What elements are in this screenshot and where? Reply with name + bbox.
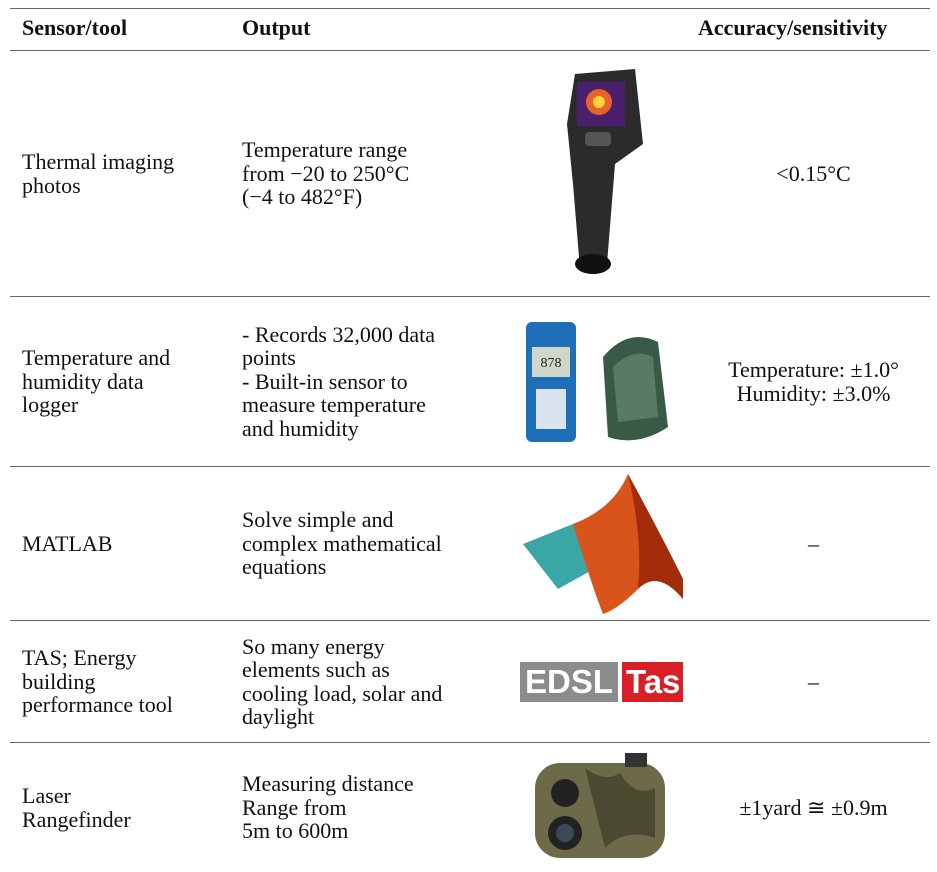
output-line: daylight (242, 704, 315, 729)
data-logger: 878 (525, 321, 668, 442)
svg-text:878: 878 (540, 356, 561, 371)
row: MATLAB Solve simple and complex mathemati… (0, 467, 937, 620)
output-line: - Built-in sensor to (242, 368, 408, 394)
tool-line: TAS; Energy (22, 645, 137, 671)
accuracy-cell: <0.15°C (690, 51, 937, 296)
tool-line: Rangefinder (22, 806, 131, 832)
output-line: Solve simple and (242, 507, 394, 533)
output-cell: - Records 32,000 data points - Built-in se… (242, 297, 512, 466)
output-cell: Temperature range from −20 to 250°C (−4 to… (242, 51, 512, 296)
tool-line: Temperature and (22, 345, 171, 371)
tool-cell: Laser Rangefinder (22, 743, 237, 872)
tool-line: photos (22, 172, 81, 198)
tool-cell: TAS; Energy building performance tool (22, 621, 237, 742)
row: Thermal imaging photos Temperature range f… (0, 51, 937, 296)
row: Temperature and humidity data logger - Rec… (0, 297, 937, 466)
tool-cell: MATLAB (22, 467, 237, 620)
tool-line: MATLAB (22, 530, 113, 556)
rule (10, 466, 930, 467)
output-line: equations (242, 554, 327, 580)
accuracy-cell: – (690, 621, 937, 742)
rule (10, 620, 930, 621)
image-cell: 878 (515, 297, 685, 466)
output-line: from −20 to 250°C (242, 160, 410, 186)
image-cell (515, 743, 685, 872)
rule (10, 296, 930, 297)
edsl-logo: EDSL Tas (519, 661, 683, 702)
output-line: Temperature range (242, 137, 408, 163)
output-line: complex mathematical (242, 530, 442, 556)
row: Laser Rangefinder Measuring distance Range… (0, 743, 937, 872)
header-cell: Sensor/tool (22, 15, 128, 40)
accuracy-line: – (808, 530, 819, 556)
image-cell: EDSL Tas (515, 621, 685, 742)
output-cell: So many energy elements such as cooling lo… (242, 621, 512, 742)
accuracy-line: Temperature: ±1.0° (728, 357, 899, 382)
tool-line: Thermal imaging (22, 149, 175, 174)
row: TAS; Energy building performance tool So m… (0, 621, 937, 742)
output-line: 5m to 600m (242, 818, 349, 844)
rule (10, 8, 930, 9)
output-line: measure temperature (242, 392, 426, 418)
accuracy-line: – (808, 668, 819, 694)
rangefinder (535, 752, 665, 858)
tool-line: performance tool (22, 692, 173, 718)
output-line: Range from (242, 794, 347, 820)
tool-cell: Thermal imaging photos (22, 51, 237, 296)
tool-line: building (22, 668, 96, 694)
output-line: Measuring distance (242, 771, 414, 797)
accuracy-cell: – (690, 467, 937, 620)
tool-cell: Temperature and humidity data logger (22, 297, 237, 466)
header-cell: Output (242, 15, 311, 40)
image-cell (515, 51, 685, 296)
header-cell: Accuracy/sensitivity (698, 15, 888, 40)
thermal-camera (567, 68, 643, 274)
output-line: points (242, 345, 296, 371)
accuracy-line: <0.15°C (776, 160, 851, 186)
accuracy-line: ±1yard ≅ ±0.9m (739, 794, 888, 820)
logo-text: EDSL (524, 663, 612, 700)
accuracy-cell: ±1yard ≅ ±0.9m (690, 743, 937, 872)
accuracy-cell: Temperature: ±1.0° Humidity: ±3.0% (690, 297, 937, 466)
rule (10, 742, 930, 743)
output-cell: Measuring distance Range from 5m to 600m (242, 743, 512, 872)
tool-line: Laser (22, 783, 71, 808)
output-line: So many energy (242, 633, 385, 659)
output-cell: Solve simple and complex mathematical equa… (242, 467, 512, 620)
matlab-logo (522, 473, 683, 614)
output-line: elements such as (242, 657, 390, 682)
accuracy-line: Humidity: ±3.0% (736, 380, 891, 406)
output-line: and humidity (242, 415, 359, 441)
output-line: (−4 to 482°F) (242, 184, 363, 210)
output-line: cooling load, solar and (242, 680, 443, 706)
logo-text: Tas (626, 663, 680, 700)
output-line: - Records 32,000 data (242, 321, 436, 347)
tool-line: logger (22, 392, 79, 418)
rule (10, 50, 930, 51)
tool-line: humidity data (22, 368, 144, 394)
image-cell (515, 467, 685, 620)
